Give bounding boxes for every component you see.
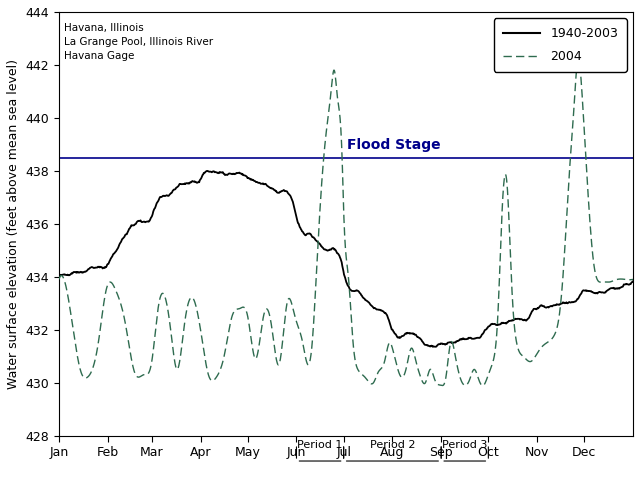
- Legend: 1940-2003, 2004: 1940-2003, 2004: [494, 18, 627, 72]
- Text: Period 3: Period 3: [442, 441, 488, 450]
- Y-axis label: Water surface elevation (feet above mean sea level): Water surface elevation (feet above mean…: [7, 59, 20, 389]
- Text: Period 2: Period 2: [370, 441, 415, 450]
- Text: Havana, Illinois
La Grange Pool, Illinois River
Havana Gage: Havana, Illinois La Grange Pool, Illinoi…: [64, 23, 213, 60]
- Text: Flood Stage: Flood Stage: [347, 138, 441, 152]
- Text: Period 1: Period 1: [298, 441, 343, 450]
